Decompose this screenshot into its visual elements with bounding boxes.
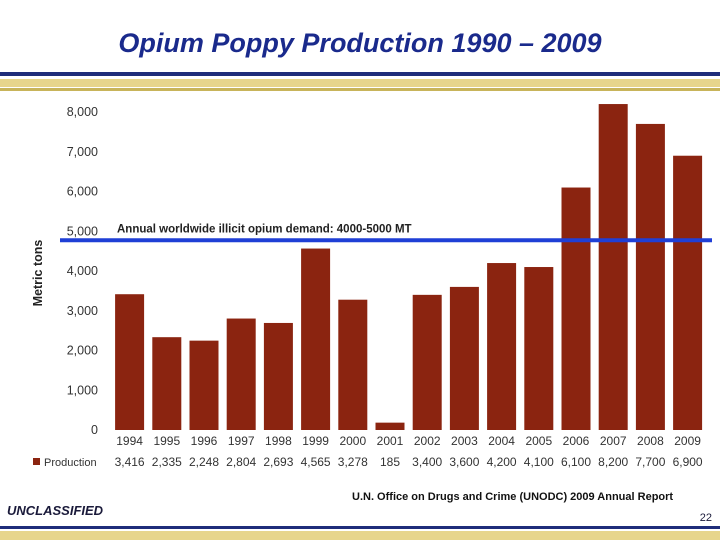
page-number: 22 [699,512,712,524]
data-label: 2,693 [263,455,293,469]
production-bar-chart: 0 1,000 2,000 3,000 4,000 5,000 6,000 7,000 8,00… [31,104,712,469]
bar-2000 [338,299,368,430]
y-tick-label: 6,000 [67,185,98,199]
data-label: 4,200 [487,455,517,469]
footer-rule-blue [0,526,720,529]
header-rule-blue [0,72,720,76]
x-tick-label: 2001 [377,434,404,448]
bar-1994 [115,294,145,430]
legend-label: Production [44,457,97,469]
y-tick-label: 7,000 [67,145,98,159]
x-tick-label: 1999 [302,434,329,448]
header-rule-gold [0,79,720,87]
data-label: 6,100 [561,455,591,469]
y-tick-label: 0 [91,423,98,437]
y-tick-label: 2,000 [67,344,98,358]
x-tick-label: 2004 [488,434,515,448]
x-tick-label: 2008 [637,434,664,448]
data-label: 3,600 [449,455,479,469]
classification-label: UNCLASSIFIED [7,503,104,518]
bar-2006 [561,187,591,430]
x-tick-label: 2006 [563,434,590,448]
bar-2004 [487,263,517,430]
header-rule-gold-dark [0,88,720,91]
x-tick-label: 1996 [191,434,218,448]
data-label: 2,335 [152,455,182,469]
bar-2007 [598,104,628,431]
x-tick-label: 2002 [414,434,441,448]
x-tick-label: 1995 [153,434,180,448]
data-label: 4,100 [524,455,554,469]
y-tick-label: 1,000 [67,383,98,397]
y-tick-label: 4,000 [67,264,98,278]
x-tick-label: 2007 [600,434,627,448]
bar-2005 [524,267,554,430]
legend-swatch [33,458,40,465]
data-label: 4,565 [301,455,331,469]
data-label: 3,400 [412,455,442,469]
bar-1995 [152,337,182,430]
x-tick-label: 1998 [265,434,292,448]
bar-2009 [673,155,703,430]
demand-reference-label: Annual worldwide illicit opium demand: 4… [117,223,412,235]
data-label: 7,700 [635,455,665,469]
data-label: 6,900 [673,455,703,469]
data-label: 2,804 [226,455,256,469]
y-axis-title: Metric tons [31,240,45,307]
slide-title: Opium Poppy Production 1990 – 2009 [118,28,602,58]
x-tick-label: 2003 [451,434,478,448]
data-label: 2,248 [189,455,219,469]
bar-2001 [375,422,405,430]
data-label: 8,200 [598,455,628,469]
data-label: 3,278 [338,455,368,469]
bar-1996 [189,340,219,430]
data-label: 185 [380,455,400,469]
x-tick-label: 2009 [674,434,701,448]
bar-1997 [226,318,256,430]
y-tick-label: 5,000 [67,224,98,238]
y-tick-label: 3,000 [67,304,98,318]
x-tick-label: 1994 [116,434,143,448]
source-citation: U.N. Office on Drugs and Crime (UNODC) 2… [352,491,674,503]
data-label: 3,416 [115,455,145,469]
footer-rule-gold [0,531,720,540]
x-tick-label: 2000 [339,434,366,448]
x-tick-label: 2005 [525,434,552,448]
chart-panel: 0 1,000 2,000 3,000 4,000 5,000 6,000 7,000 8,00… [26,92,712,476]
bar-2003 [449,286,479,430]
y-tick-label: 8,000 [67,105,98,119]
bar-1998 [263,322,293,430]
bar-1999 [301,248,331,430]
demand-label-background [114,222,415,237]
x-tick-label: 1997 [228,434,255,448]
bar-2002 [412,294,442,430]
bar-2008 [635,123,665,431]
